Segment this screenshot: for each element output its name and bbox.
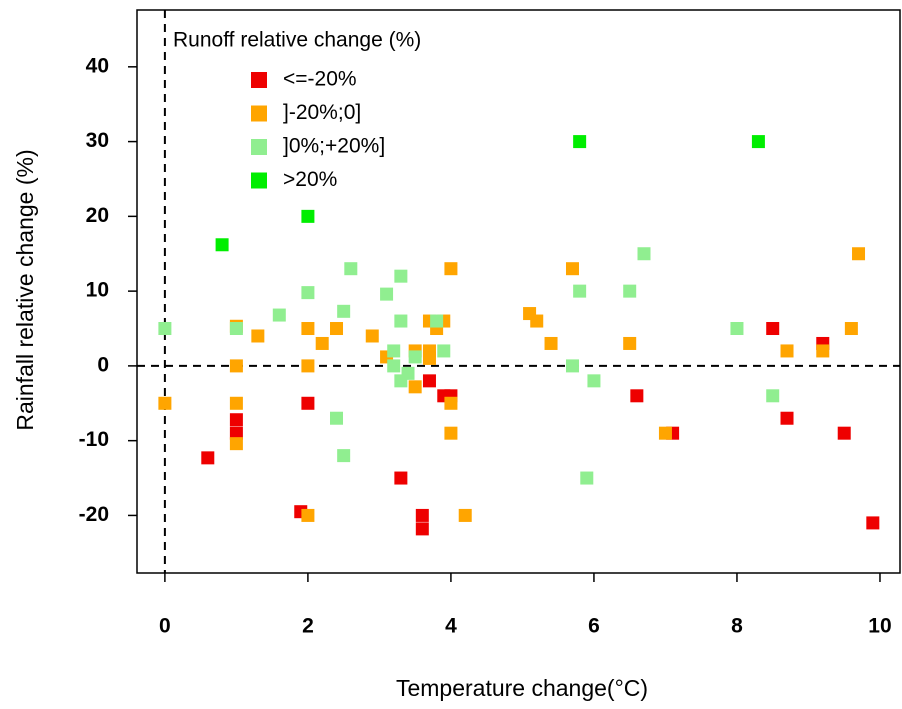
point bbox=[315, 336, 329, 350]
x-tick-label: 0 bbox=[159, 615, 171, 638]
legend-swatch bbox=[251, 72, 267, 88]
point bbox=[301, 286, 315, 300]
point bbox=[837, 426, 851, 440]
point bbox=[330, 411, 344, 425]
y-tick-label: 40 bbox=[86, 54, 109, 77]
point bbox=[158, 322, 172, 336]
point bbox=[337, 449, 351, 463]
point bbox=[658, 426, 672, 440]
point bbox=[780, 411, 794, 425]
point bbox=[866, 516, 880, 530]
point bbox=[458, 508, 472, 522]
point bbox=[387, 359, 401, 373]
point bbox=[301, 396, 315, 410]
legend-label: ]0%;+20%] bbox=[283, 135, 385, 158]
point bbox=[437, 344, 451, 358]
point bbox=[623, 336, 637, 350]
point bbox=[637, 247, 651, 261]
point bbox=[430, 314, 444, 328]
plot-frame bbox=[136, 9, 901, 574]
point bbox=[415, 508, 429, 522]
point bbox=[215, 238, 229, 252]
point bbox=[766, 389, 780, 403]
point bbox=[630, 389, 644, 403]
legend-swatch bbox=[251, 105, 267, 122]
point bbox=[422, 374, 436, 388]
point bbox=[365, 329, 379, 343]
point bbox=[573, 284, 587, 298]
point bbox=[444, 426, 458, 440]
point bbox=[530, 314, 544, 328]
point bbox=[751, 135, 765, 149]
point bbox=[573, 135, 587, 149]
point bbox=[401, 366, 415, 380]
x-tick-label: 2 bbox=[302, 615, 314, 638]
y-tick-label: 0 bbox=[97, 353, 109, 376]
point bbox=[408, 350, 422, 364]
point bbox=[158, 396, 172, 410]
point bbox=[422, 351, 436, 365]
point bbox=[444, 262, 458, 276]
point bbox=[394, 314, 408, 328]
legend-swatch bbox=[251, 172, 267, 189]
point bbox=[780, 344, 794, 358]
point bbox=[380, 287, 394, 301]
point bbox=[730, 322, 744, 336]
point bbox=[272, 308, 286, 322]
point bbox=[201, 451, 215, 465]
point bbox=[544, 336, 558, 350]
point bbox=[229, 413, 243, 427]
point bbox=[623, 284, 637, 298]
legend-label: <=-20% bbox=[283, 68, 357, 91]
point bbox=[330, 322, 344, 336]
y-tick-label: 10 bbox=[86, 279, 109, 302]
point bbox=[387, 344, 401, 358]
point bbox=[229, 396, 243, 410]
point bbox=[229, 322, 243, 336]
point bbox=[344, 262, 358, 276]
y-tick-label: 20 bbox=[86, 204, 109, 227]
y-axis-label: Rainfall relative change (%) bbox=[12, 149, 38, 430]
point bbox=[766, 322, 780, 336]
point bbox=[301, 209, 315, 223]
point bbox=[816, 344, 830, 358]
y-tick-label: -10 bbox=[79, 428, 109, 451]
legend-label: >20% bbox=[283, 168, 337, 191]
point bbox=[580, 471, 594, 485]
point bbox=[852, 247, 866, 261]
point bbox=[301, 359, 315, 373]
point bbox=[565, 262, 579, 276]
point bbox=[444, 396, 458, 410]
point bbox=[394, 471, 408, 485]
point bbox=[301, 508, 315, 522]
y-tick-label: 30 bbox=[86, 129, 109, 152]
point bbox=[587, 374, 601, 388]
legend-title: Runoff relative change (%) bbox=[173, 29, 421, 52]
x-axis-label: Temperature change(°C) bbox=[396, 675, 648, 701]
y-tick-label: -20 bbox=[79, 503, 109, 526]
point bbox=[229, 437, 243, 451]
x-tick-label: 4 bbox=[445, 615, 457, 638]
point bbox=[229, 359, 243, 373]
point bbox=[415, 522, 429, 536]
point bbox=[408, 380, 422, 394]
point bbox=[394, 269, 408, 283]
x-tick-label: 8 bbox=[731, 615, 743, 638]
point bbox=[301, 322, 315, 336]
point bbox=[251, 329, 265, 343]
point bbox=[565, 359, 579, 373]
x-tick-label: 10 bbox=[868, 615, 891, 638]
point bbox=[229, 426, 243, 440]
legend-label: ]-20%;0] bbox=[283, 101, 361, 124]
x-tick-label: 6 bbox=[588, 615, 600, 638]
point bbox=[337, 304, 351, 318]
legend-swatch bbox=[251, 139, 267, 155]
point bbox=[844, 322, 858, 336]
